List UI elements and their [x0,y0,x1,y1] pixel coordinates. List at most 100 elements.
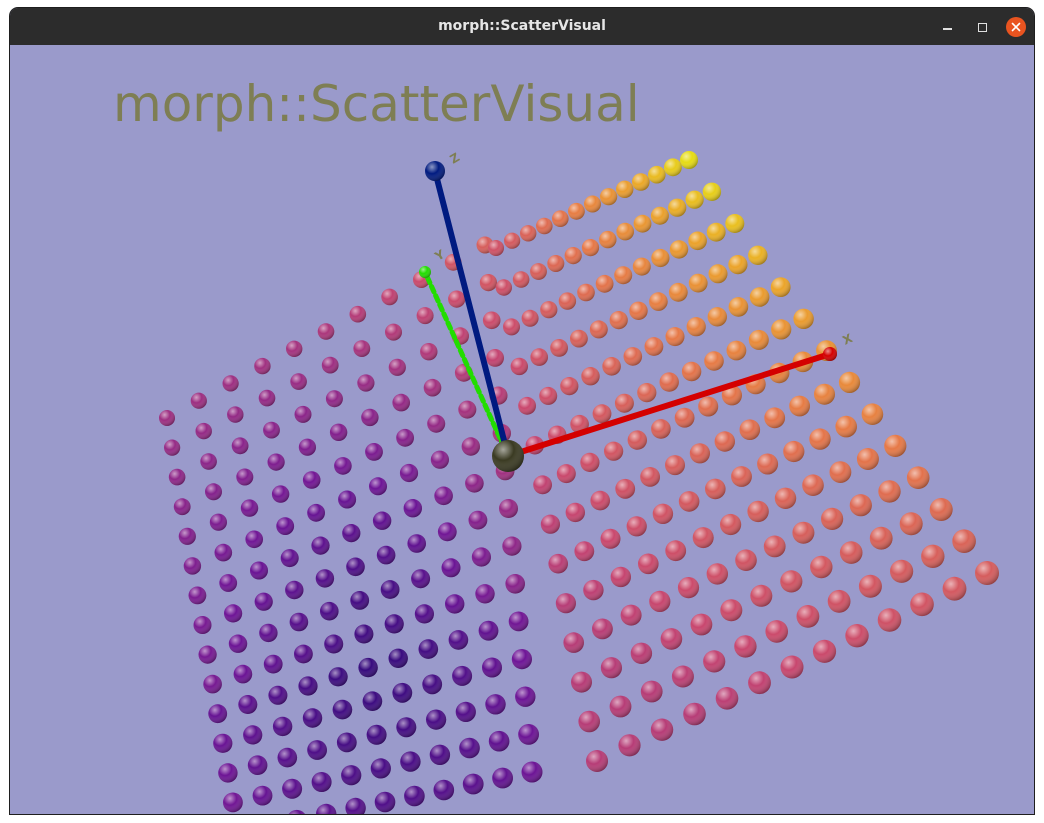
scatter-sphere [290,373,307,390]
scatter-sphere [568,202,585,220]
scatter-sphere [508,611,529,632]
scatter-sphere [388,648,408,668]
scatter-sphere [578,710,600,733]
scatter-sphere [462,773,484,795]
scatter-sphere [286,340,303,357]
scatter-scene: YXZ [159,150,999,814]
scatter-sphere [321,356,339,374]
scatter-sphere [616,222,634,241]
scatter-sphere [219,574,238,592]
scatter-sphere [757,453,779,475]
scatter-sphere [589,320,608,339]
scatter-sphere [720,513,742,536]
scatter-sphere [533,475,552,495]
scatter-sphere [652,503,674,524]
scatter-sphere [714,431,735,452]
scatter-sphere [240,499,259,517]
scatter-sphere [426,709,447,730]
title-bar[interactable]: morph::ScatterVisual [10,8,1034,45]
scatter-sphere [706,222,726,242]
scatter-sphere [735,549,757,571]
scatter-sphere [488,240,504,256]
scatter-sphere [396,717,417,738]
scatter-sphere [707,307,727,327]
scatter-sphere [183,557,202,575]
scatter-sphere [370,758,391,779]
scatter-sphere [503,318,520,336]
scatter-sphere [392,393,411,412]
scatter-sphere [388,358,406,376]
scatter-sphere [164,439,181,456]
scatter-sphere [583,579,604,601]
scatter-sphere [342,524,361,543]
scatter-sphere [770,277,791,297]
scatter-sphere [505,574,525,594]
scatter-sphere [334,457,352,475]
scatter-sphere [698,396,719,417]
x-axis-line [505,351,833,459]
scatter-sphere [479,274,497,292]
scatter-sphere [548,553,568,574]
scatter-sphere [858,574,882,598]
scatter-sphere [298,676,318,696]
scatter-sphere [307,503,325,522]
scatter-sphere [320,601,339,621]
scatter-sphere [688,273,708,293]
scatter-sphere [231,437,249,455]
scatter-sphere [336,732,357,753]
scatter-sphere [263,654,283,674]
scatter-sphere [539,386,558,405]
scatter-sphere [218,763,238,783]
scatter-points [159,151,999,814]
scatter-sphere [763,535,786,558]
scatter-sphere [285,580,304,600]
scatter-sphere [374,791,396,813]
scatter-sphere [272,716,293,737]
scatter-sphere [452,665,473,686]
scatter-sphere [609,311,628,330]
scatter-sphere [637,383,657,403]
scatter-sphere [685,190,704,209]
scatter-sphere [651,248,670,268]
scatter-sphere [623,347,643,366]
coordinate-axes: YXZ [419,150,855,472]
scatter-sphere [536,217,553,235]
scatter-sphere [224,604,243,623]
scatter-sphere [400,751,421,772]
close-button[interactable] [1006,17,1026,37]
scatter-sphere [422,674,443,695]
scatter-sphere [555,593,577,614]
scatter-sphere [510,357,528,376]
scatter-sphere [651,419,671,439]
minimize-button[interactable] [937,17,957,37]
scatter-sphere [280,549,299,568]
scatter-sphere [975,561,999,585]
scatter-sphere [441,558,461,578]
scatter-sphere [205,483,222,501]
scatter-sphere [665,455,685,476]
scatter-sphere [849,494,872,517]
scatter-sphere [600,657,623,679]
scatter-sphere [341,765,362,786]
scatter-sphere [678,491,700,512]
scatter-sphere [445,594,465,614]
scatter-sphere [748,671,771,695]
scatter-sphere [584,195,601,213]
scatter-sphere [586,750,608,772]
maximize-icon [977,22,987,32]
scatter-sphere [648,165,666,184]
scatter-sphere [302,471,321,489]
scatter-sphere [774,487,797,509]
scatter-sphere [580,452,600,472]
maximize-button[interactable] [972,17,992,37]
scatter-sphere [671,665,694,688]
scatter-sphere [556,464,576,484]
scatter-sphere [502,536,522,556]
scatter-sphere [783,440,805,463]
scatter-sphere [259,623,278,643]
scatter-sphere [338,490,357,509]
scatter-sphere [877,608,902,632]
scatter-sphere [560,377,579,396]
scatter-sphere [632,257,651,276]
